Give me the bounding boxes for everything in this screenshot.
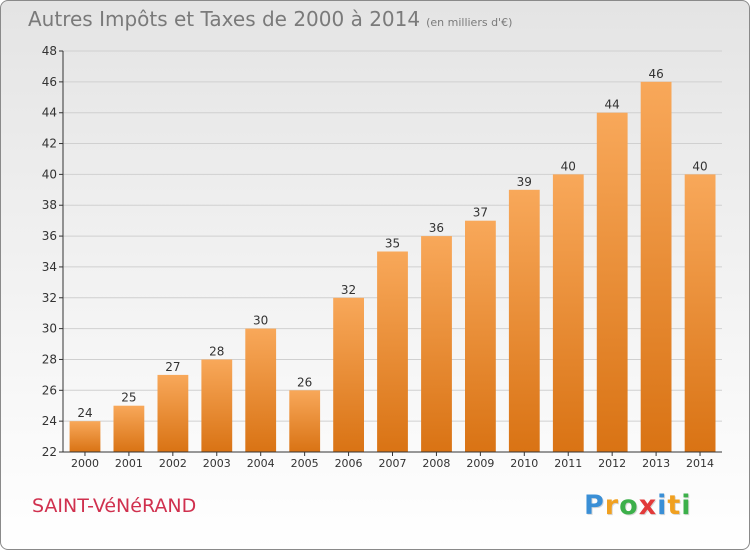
- x-tick-label: 2010: [510, 457, 538, 470]
- logo-letter: r: [604, 490, 620, 521]
- logo-letter: i: [657, 490, 668, 521]
- y-tick-label: 42: [42, 137, 57, 151]
- bar-value-label: 44: [605, 98, 620, 112]
- bar-value-label: 25: [121, 391, 136, 405]
- bar: [377, 251, 408, 452]
- x-tick-label: 2009: [466, 457, 494, 470]
- bar-value-label: 35: [385, 237, 400, 251]
- logo-letter: o: [619, 490, 639, 521]
- bar: [421, 236, 452, 452]
- x-tick-label: 2014: [686, 457, 714, 470]
- bar: [508, 189, 540, 453]
- x-tick-label: 2012: [598, 457, 626, 470]
- logo-letter: i: [681, 490, 692, 521]
- y-tick-label: 48: [42, 44, 57, 58]
- y-tick-label: 26: [42, 383, 57, 397]
- bar: [157, 374, 189, 452]
- x-tick-label: 2000: [71, 457, 99, 470]
- bar: [640, 81, 672, 453]
- x-tick-label: 2007: [379, 457, 407, 470]
- chart-title-text: Autres Impôts et Taxes de 2000 à 2014: [28, 7, 421, 31]
- axes: [59, 50, 722, 456]
- bar: [684, 174, 716, 452]
- bar: [552, 174, 584, 452]
- y-tick-label: 22: [42, 445, 57, 459]
- logo-letter: t: [667, 490, 682, 521]
- x-tick-label: 2005: [291, 457, 319, 470]
- bar: [465, 220, 496, 452]
- labels: 22 24 26 28 30 32 34 36 38 40 42 44 46 48 24 2000 25 2001…: [42, 44, 714, 470]
- y-tick-label: 32: [42, 291, 57, 305]
- bar: [245, 328, 277, 452]
- x-tick-label: 2013: [642, 457, 670, 470]
- y-tick-label: 38: [42, 198, 57, 212]
- y-tick-label: 30: [42, 322, 57, 336]
- bar-value-label: 40: [692, 159, 707, 173]
- bar-value-label: 30: [253, 314, 268, 328]
- bar-value-label: 40: [561, 159, 576, 173]
- y-tick-label: 46: [42, 75, 57, 89]
- bar-value-label: 28: [209, 344, 224, 358]
- proxiti-logo[interactable]: Proxiti: [584, 490, 692, 521]
- bar-value-label: 37: [473, 206, 488, 220]
- bar-value-label: 32: [341, 283, 356, 297]
- chart-title: Autres Impôts et Taxes de 2000 à 2014 (en…: [28, 7, 512, 31]
- chart-unit: (en milliers d'€): [426, 16, 513, 29]
- x-tick-label: 2002: [159, 457, 187, 470]
- y-tick-label: 44: [42, 106, 57, 120]
- x-tick-label: 2004: [247, 457, 275, 470]
- y-tick-label: 28: [42, 352, 57, 366]
- bar-value-label: 26: [297, 375, 312, 389]
- bar: [69, 421, 101, 452]
- y-tick-label: 34: [42, 260, 57, 274]
- y-tick-label: 40: [42, 167, 57, 181]
- bar: [113, 405, 145, 452]
- bar-value-label: 36: [429, 221, 444, 235]
- bar-value-label: 46: [648, 67, 663, 81]
- x-tick-label: 2011: [554, 457, 582, 470]
- bars: [69, 81, 716, 453]
- y-tick-label: 36: [42, 229, 57, 243]
- x-tick-label: 2008: [422, 457, 450, 470]
- bar: [333, 297, 364, 452]
- logo-letter: x: [638, 490, 658, 521]
- x-tick-label: 2001: [115, 457, 143, 470]
- bar: [596, 112, 628, 452]
- x-tick-label: 2006: [335, 457, 363, 470]
- commune-name: SAINT-VéNéRAND: [32, 495, 197, 517]
- bar: [201, 359, 233, 452]
- bar: [289, 390, 321, 452]
- x-tick-label: 2003: [203, 457, 231, 470]
- y-tick-label: 24: [42, 414, 57, 428]
- bar-value-label: 39: [517, 175, 532, 189]
- logo-letter: P: [584, 490, 605, 521]
- bar-value-label: 27: [165, 360, 180, 374]
- bar-value-label: 24: [77, 406, 92, 420]
